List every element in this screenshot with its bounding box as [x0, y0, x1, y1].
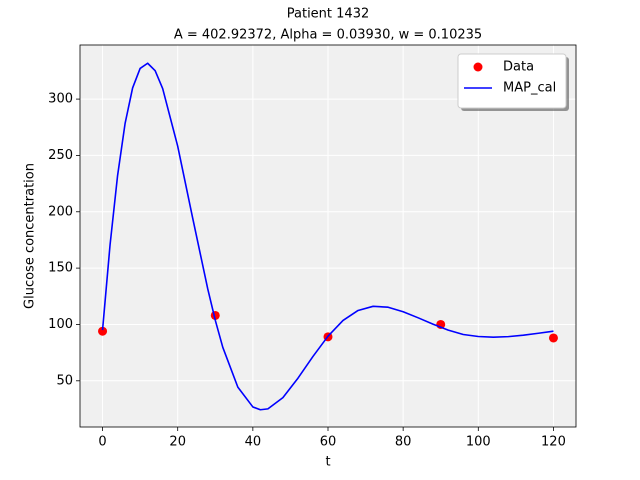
x-tick-label: 100 [466, 435, 491, 450]
x-tick-label: 60 [320, 435, 337, 450]
y-tick-label: 200 [48, 204, 73, 219]
data-point [98, 326, 108, 336]
x-tick-label: 20 [169, 435, 186, 450]
y-axis-label: Glucose concentration [23, 163, 38, 309]
legend: Data MAP_cal [457, 53, 569, 111]
y-tick-label: 150 [48, 261, 73, 276]
x-tick-label: 80 [395, 435, 412, 450]
y-tick-label: 250 [48, 148, 73, 163]
marks [98, 62, 558, 411]
legend-label: Data [503, 60, 534, 75]
data-point [548, 333, 558, 343]
line-series [101, 62, 554, 411]
y-tick-label: 50 [56, 373, 73, 388]
x-tick-label: 120 [541, 435, 566, 450]
x-axis-label: t [325, 455, 330, 470]
x-tick-label: 40 [245, 435, 262, 450]
legend-box [457, 53, 567, 109]
legend-marker [473, 62, 483, 72]
y-tick-label: 100 [48, 317, 73, 332]
legend-label: MAP_cal [503, 81, 556, 96]
y-tick-label: 300 [48, 92, 73, 107]
x-tick-label: 0 [98, 435, 106, 450]
chart-subtitle: A = 402.92372, Alpha = 0.03930, w = 0.10… [174, 28, 482, 43]
chart-title: Patient 1432 [287, 7, 369, 22]
